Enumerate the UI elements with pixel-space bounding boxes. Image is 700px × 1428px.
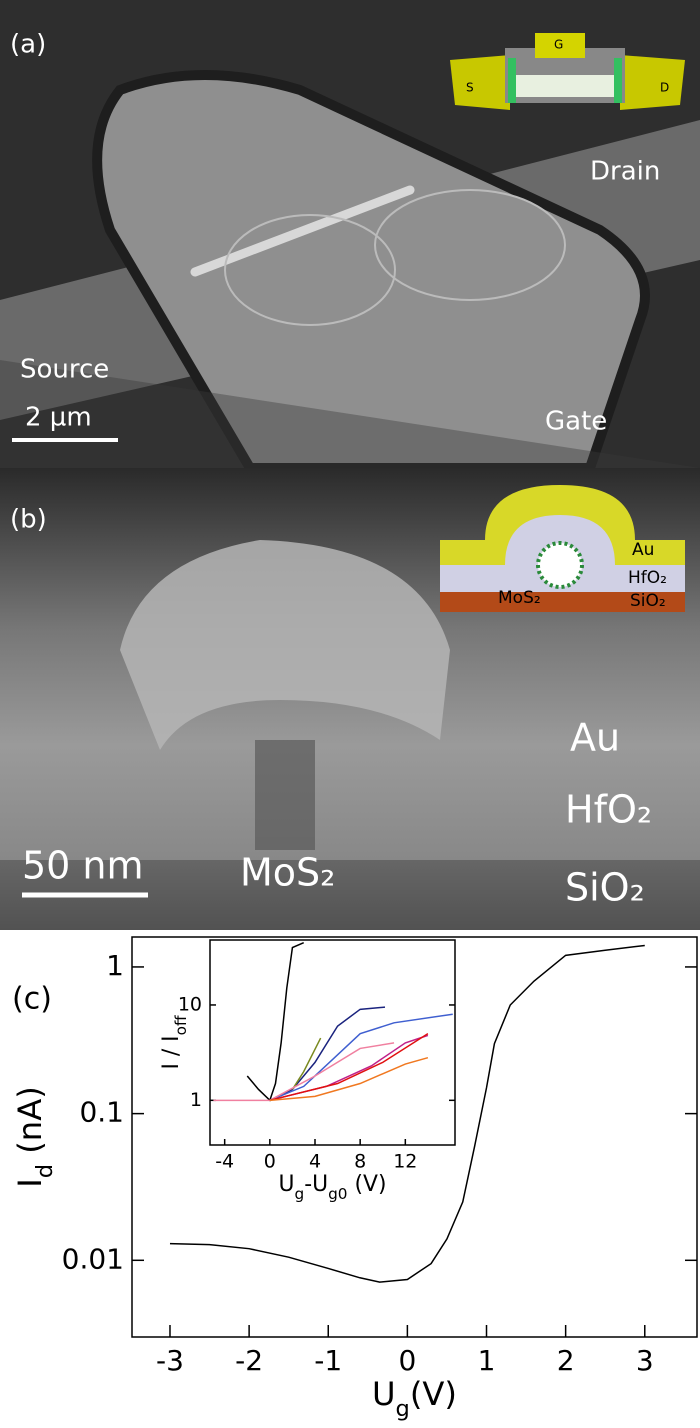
- x-axis-label-part: U: [372, 1375, 396, 1413]
- x-axis-label-part: (V): [410, 1375, 457, 1413]
- x-tick-label: 3: [636, 1344, 654, 1377]
- inset-label: SiO₂: [630, 591, 666, 611]
- data-line: [213, 1042, 395, 1102]
- x-axis-label-part: g: [396, 1395, 410, 1421]
- x-axis-label: Ug-Ug0 (V): [279, 1172, 387, 1203]
- y-axis-label-part: off: [172, 1015, 190, 1035]
- data-line: [269, 1033, 429, 1102]
- sem-image-b: [0, 468, 700, 930]
- x-axis-label-part: g: [295, 1184, 305, 1202]
- y-axis-label-part: (nA): [11, 1086, 49, 1164]
- inset-label: D: [660, 81, 669, 95]
- x-axis-label-part: U: [279, 1172, 295, 1197]
- inset-label: S: [466, 81, 474, 95]
- data-line: [269, 1006, 386, 1101]
- scale-bar-label: 50 nm: [22, 844, 144, 888]
- panel-label: (b): [10, 505, 47, 535]
- y-tick-label: 1: [190, 1089, 202, 1111]
- y-axis-label-part: d: [32, 1164, 58, 1178]
- data-line: [269, 1013, 453, 1102]
- x-tick-label: 2: [557, 1344, 575, 1377]
- y-tick-label: 10: [178, 993, 202, 1015]
- x-axis-label-part: -U: [304, 1172, 328, 1197]
- panel-label: (a): [10, 30, 46, 60]
- x-tick-label: -3: [156, 1344, 184, 1377]
- inset-label: G: [554, 38, 563, 52]
- electrode-label: Drain: [590, 157, 660, 187]
- plot-frame: [209, 939, 456, 1146]
- x-axis-label: Ug(V): [372, 1375, 457, 1422]
- y-axis-label: Id (nA): [11, 1086, 58, 1188]
- x-tick-label: 1: [478, 1344, 496, 1377]
- inset-label: Au: [632, 540, 654, 560]
- x-tick-label: 0: [264, 1151, 276, 1173]
- y-axis-label-part: I / I: [159, 1035, 184, 1069]
- panel-label: (c): [12, 982, 52, 1017]
- x-tick-label: -2: [235, 1344, 263, 1377]
- layer-label: Au: [570, 716, 620, 760]
- y-tick-label: 1: [106, 949, 124, 982]
- data-line: [246, 941, 305, 1102]
- layer-label: MoS₂: [240, 851, 335, 895]
- x-tick-label: 8: [354, 1151, 366, 1173]
- x-axis-label-part: (V): [348, 1172, 387, 1197]
- cross-section-inset: [440, 485, 685, 612]
- data-line: [291, 1037, 322, 1090]
- layer-label: SiO₂: [565, 866, 645, 910]
- y-axis-label: I / Ioff: [159, 1015, 190, 1069]
- layer-label: HfO₂: [565, 788, 652, 832]
- sem-image-a: [0, 0, 700, 473]
- electrode-label: Gate: [545, 407, 607, 437]
- data-line: [269, 1056, 429, 1102]
- x-tick-label: 4: [309, 1151, 321, 1173]
- x-tick-label: -4: [215, 1151, 234, 1173]
- y-tick-label: 0.01: [62, 1242, 124, 1275]
- y-axis-label-part: I: [11, 1178, 49, 1188]
- device-inset: [450, 33, 685, 110]
- x-axis-label-part: g0: [328, 1184, 347, 1202]
- inset-label: HfO₂: [628, 568, 667, 588]
- data-line: [169, 944, 645, 1283]
- inset-label: MoS₂: [498, 588, 541, 608]
- x-tick-label: 12: [393, 1151, 417, 1173]
- electrode-label: Source: [20, 355, 109, 385]
- scale-bar-label: 2 µm: [25, 403, 92, 433]
- x-tick-label: 0: [398, 1344, 416, 1377]
- y-tick-label: 0.1: [79, 1096, 124, 1129]
- x-tick-label: -1: [314, 1344, 342, 1377]
